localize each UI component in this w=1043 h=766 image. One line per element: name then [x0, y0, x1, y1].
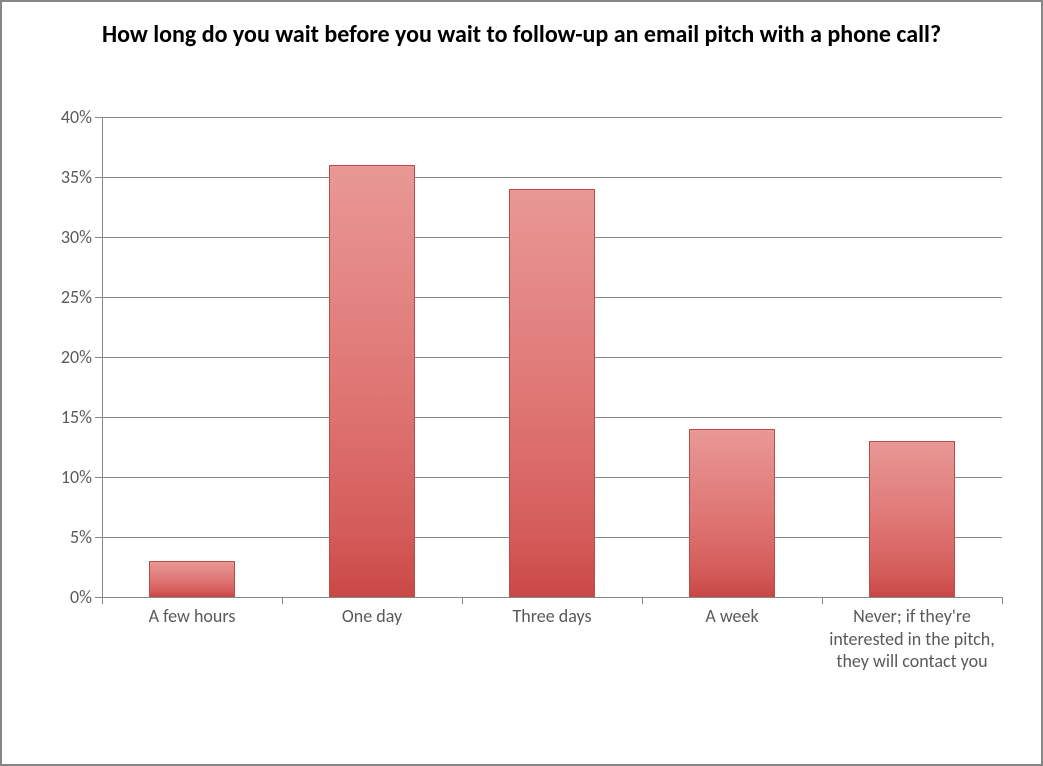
y-axis-line: [102, 117, 103, 597]
x-tick-mark: [282, 597, 283, 604]
bar-a-few-hours: [149, 561, 235, 597]
x-tick-mark: [1002, 597, 1003, 604]
y-tick-mark: [95, 177, 102, 178]
bar-never: [869, 441, 955, 597]
y-tick-label: 20%: [61, 346, 92, 368]
y-tick-label: 25%: [61, 286, 92, 308]
bar-slot: [822, 117, 1002, 597]
y-tick-label: 40%: [61, 106, 92, 128]
y-tick-mark: [95, 477, 102, 478]
x-tick-mark: [642, 597, 643, 604]
y-tick-label: 10%: [61, 466, 92, 488]
bars-container: [102, 117, 1002, 597]
x-axis-line: [102, 597, 1002, 598]
chart-title: How long do you wait before you wait to …: [2, 2, 1041, 50]
bar-one-day: [329, 165, 415, 597]
y-tick-mark: [95, 417, 102, 418]
x-label: Three days: [462, 605, 642, 673]
y-tick-mark: [95, 297, 102, 298]
bar-a-week: [689, 429, 775, 597]
y-tick-label: 0%: [70, 586, 92, 608]
y-tick-label: 35%: [61, 166, 92, 188]
bar-slot: [102, 117, 282, 597]
y-tick-mark: [95, 597, 102, 598]
x-tick-mark: [822, 597, 823, 604]
x-axis-labels: A few hours One day Three days A week Ne…: [102, 605, 1002, 673]
y-tick-mark: [95, 357, 102, 358]
y-tick-label: 15%: [61, 406, 92, 428]
chart-frame: How long do you wait before you wait to …: [0, 0, 1043, 766]
x-label: A few hours: [102, 605, 282, 673]
y-tick-mark: [95, 117, 102, 118]
bar-slot: [642, 117, 822, 597]
bar-slot: [462, 117, 642, 597]
y-tick-mark: [95, 537, 102, 538]
x-label: Never; if they're interested in the pitc…: [822, 605, 1002, 673]
x-label: A week: [642, 605, 822, 673]
x-tick-mark: [102, 597, 103, 604]
y-tick-mark: [95, 237, 102, 238]
bar-three-days: [509, 189, 595, 597]
plot-area: 40% 35% 30% 25% 20% 15% 10% 5% 0%: [102, 117, 1002, 597]
x-label: One day: [282, 605, 462, 673]
bar-slot: [282, 117, 462, 597]
x-tick-mark: [462, 597, 463, 604]
y-tick-label: 5%: [70, 526, 92, 548]
y-tick-label: 30%: [61, 226, 92, 248]
